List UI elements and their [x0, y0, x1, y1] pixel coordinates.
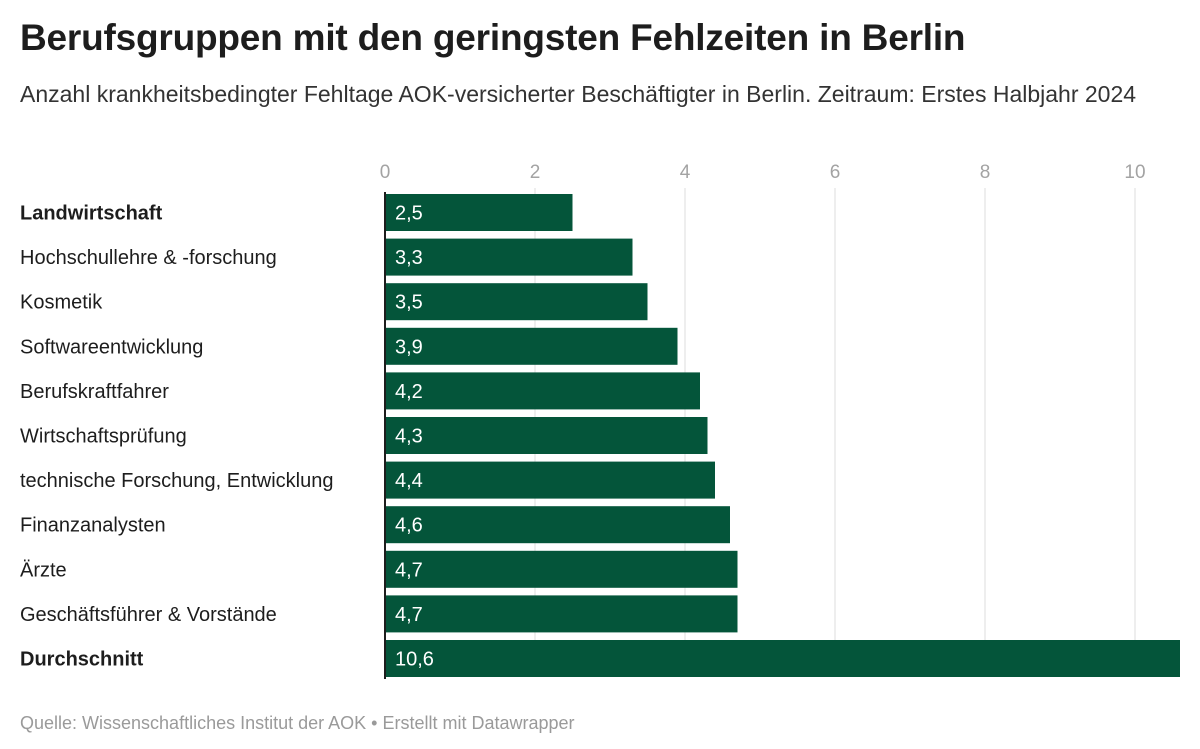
category-label: Kosmetik	[20, 292, 103, 314]
category-labels: Landwirtschaft Hochschullehre & -forschun…	[20, 203, 334, 671]
value-label: 4,6	[395, 515, 423, 537]
chart-title: Berufsgruppen mit den geringsten Fehlzei…	[20, 17, 966, 58]
x-tick-label: 6	[830, 162, 841, 183]
gridlines	[534, 188, 1136, 676]
source-note: Quelle: Wissenschaftliches Institut der …	[20, 713, 575, 733]
value-label: 2,5	[395, 203, 423, 225]
x-tick-label: 4	[680, 162, 691, 183]
bar	[385, 238, 633, 276]
value-label: 4,3	[395, 426, 423, 448]
category-label: technische Forschung, Entwicklung	[20, 470, 334, 492]
category-label: Berufskraftfahrer	[20, 381, 169, 403]
value-labels: 2,5 3,3 3,5 3,9 4,2 4,3 4,4 4,6 4,7 4,7 10,6	[395, 203, 434, 671]
category-label: Hochschullehre & -forschung	[20, 247, 277, 269]
x-tick-label: 10	[1124, 162, 1145, 183]
bar	[385, 327, 678, 365]
category-label: Durchschnitt	[20, 649, 144, 671]
value-label: 3,5	[395, 292, 423, 314]
category-label: Ärzte	[20, 559, 67, 581]
value-label: 3,3	[395, 247, 423, 269]
x-axis-ticks: 0 2 4 6 8 10	[380, 162, 1146, 183]
chart-subtitle: Anzahl krankheitsbedingter Fehltage AOK-…	[20, 81, 1137, 107]
value-label: 4,2	[395, 381, 423, 403]
value-label: 4,4	[395, 470, 423, 492]
bars	[385, 194, 1180, 677]
bar	[385, 194, 573, 231]
bar	[385, 506, 730, 544]
category-label: Geschäftsführer & Vorstände	[20, 604, 277, 626]
category-label: Landwirtschaft	[20, 203, 163, 225]
category-label: Finanzanalysten	[20, 515, 166, 537]
bar	[385, 595, 738, 633]
bar	[385, 550, 738, 588]
bar	[385, 283, 648, 321]
bar	[385, 640, 1180, 677]
x-tick-label: 8	[980, 162, 991, 183]
x-tick-label: 0	[380, 162, 391, 183]
value-label: 4,7	[395, 559, 423, 581]
bar	[385, 461, 715, 499]
bar-chart: 0 2 4 6 8 10 Landwirtschaft Hochschullehre & -…	[20, 162, 1180, 679]
x-tick-label: 2	[530, 162, 541, 183]
value-label: 3,9	[395, 336, 423, 358]
value-label: 10,6	[395, 649, 434, 671]
bar	[385, 417, 708, 454]
category-label: Softwareentwicklung	[20, 336, 203, 358]
category-label: Wirtschaftsprüfung	[20, 426, 187, 448]
value-label: 4,7	[395, 604, 423, 626]
bar	[385, 372, 700, 410]
